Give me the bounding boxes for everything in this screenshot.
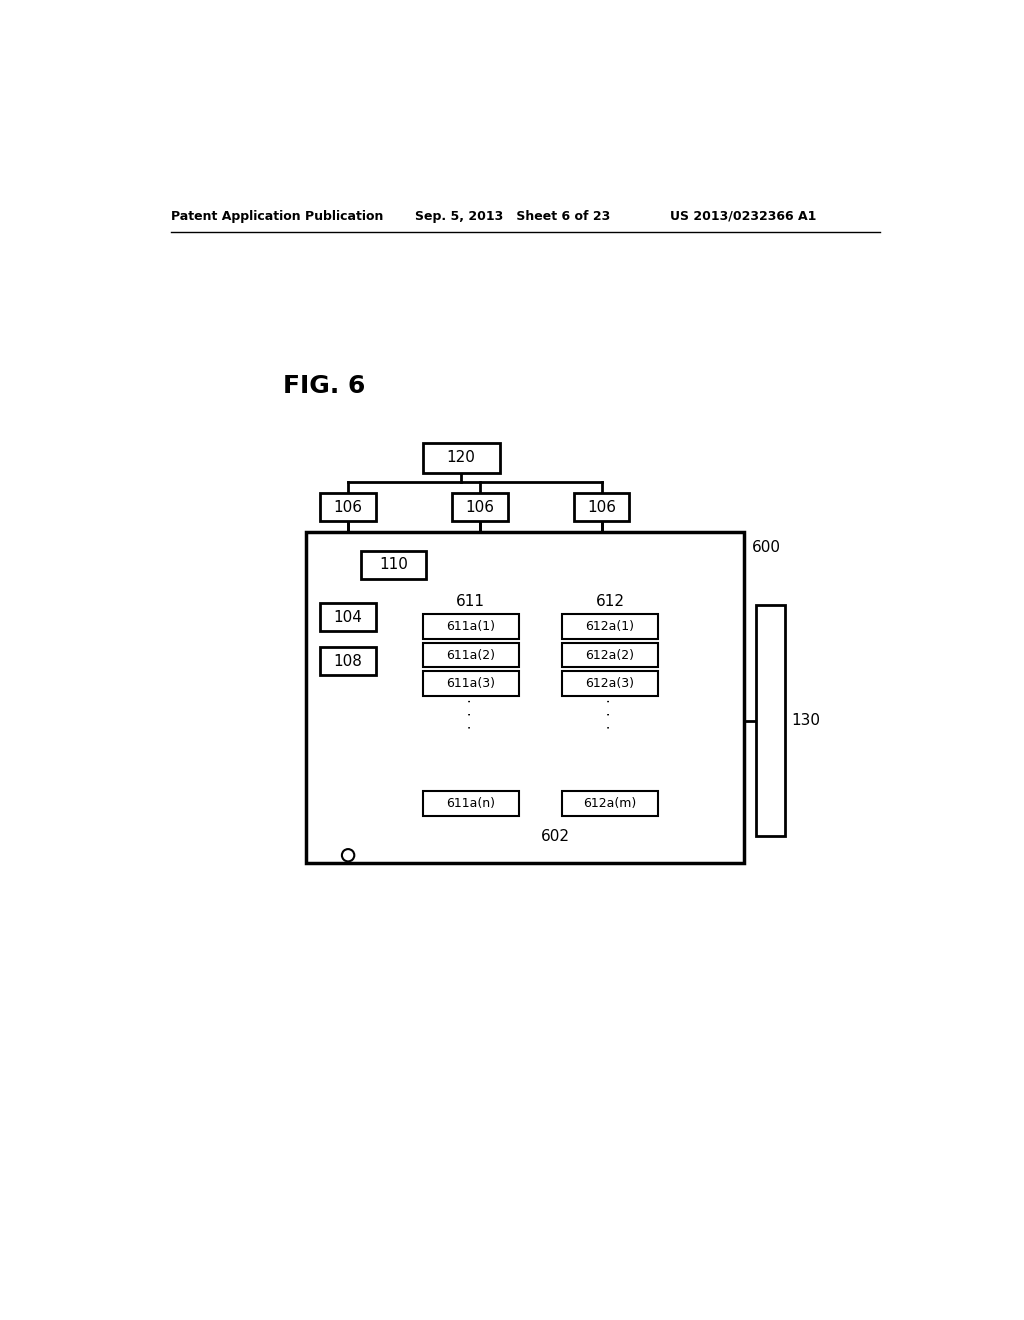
Text: 612a(1): 612a(1) [586, 620, 635, 634]
Bar [400, 582, 712, 841]
Text: 130: 130 [792, 713, 820, 729]
Bar [423, 444, 500, 473]
Bar [553, 595, 668, 825]
Text: Patent Application Publication: Patent Application Publication [171, 210, 383, 223]
Text: FIG. 6: FIG. 6 [283, 374, 366, 397]
Text: 602: 602 [542, 829, 570, 845]
Bar [562, 614, 658, 639]
Text: 611a(1): 611a(1) [446, 620, 495, 634]
Text: 106: 106 [334, 500, 362, 515]
Text: US 2013/0232366 A1: US 2013/0232366 A1 [671, 210, 817, 223]
Text: 110: 110 [379, 557, 408, 573]
Bar [321, 603, 376, 631]
Text: 611a(2): 611a(2) [446, 648, 495, 661]
Text: 600: 600 [752, 540, 781, 554]
Text: 612a(m): 612a(m) [584, 797, 637, 810]
Bar [321, 647, 376, 675]
Bar [423, 671, 518, 696]
Bar [756, 605, 785, 836]
Text: 612a(2): 612a(2) [586, 648, 635, 661]
Text: 611: 611 [456, 594, 485, 610]
Bar [562, 671, 658, 696]
Text: 106: 106 [465, 500, 495, 515]
Bar [548, 591, 672, 830]
Bar [414, 595, 528, 825]
Bar [562, 792, 658, 816]
Bar [306, 532, 744, 863]
Text: 108: 108 [334, 653, 362, 669]
Bar [395, 577, 717, 846]
Text: 104: 104 [334, 610, 362, 624]
Bar [409, 591, 532, 830]
Bar [423, 614, 518, 639]
Bar [423, 643, 518, 668]
Text: 612: 612 [596, 594, 625, 610]
Text: 611a(n): 611a(n) [446, 797, 495, 810]
Text: 611a(3): 611a(3) [446, 677, 495, 690]
Text: Sep. 5, 2013   Sheet 6 of 23: Sep. 5, 2013 Sheet 6 of 23 [415, 210, 610, 223]
Text: ·  ·  ·: · · · [603, 698, 617, 729]
Bar [573, 494, 630, 521]
Text: 612a(3): 612a(3) [586, 677, 635, 690]
Text: ·  ·  ·: · · · [464, 698, 477, 729]
Text: 106: 106 [587, 500, 616, 515]
Bar [360, 552, 426, 578]
Bar [321, 494, 376, 521]
Bar [452, 494, 508, 521]
Bar [562, 643, 658, 668]
Bar [423, 792, 518, 816]
Text: 120: 120 [446, 450, 476, 466]
